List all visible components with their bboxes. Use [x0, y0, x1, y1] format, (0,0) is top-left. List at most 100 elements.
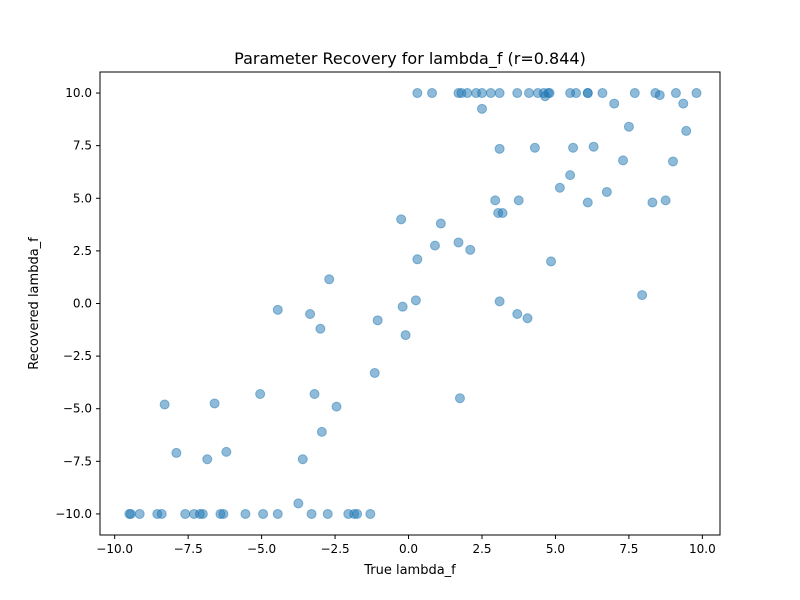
scatter-point: [454, 393, 465, 404]
scatter-point: [546, 256, 557, 267]
x-tick-label: 10.0: [689, 542, 716, 556]
y-axis-label: Recovered lambda_f: [27, 237, 42, 370]
scatter-point: [565, 170, 576, 181]
y-tick-label: 10.0: [65, 86, 92, 100]
scatter-point: [582, 88, 593, 99]
scatter-point: [465, 244, 476, 255]
scatter-point: [134, 508, 145, 519]
scatter-point: [494, 88, 505, 99]
x-tick-label: −7.5: [174, 542, 203, 556]
scatter-point: [476, 88, 487, 99]
scatter-point: [369, 367, 380, 378]
scatter-point: [412, 88, 423, 99]
scatter-point: [125, 508, 136, 519]
scatter-point: [435, 218, 446, 229]
scatter-point: [272, 508, 283, 519]
scatter-point: [637, 290, 648, 301]
y-tick-label: −2.5: [63, 349, 92, 363]
scatter-point: [494, 143, 505, 154]
scatter-point: [554, 182, 565, 193]
y-tick-label: 5.0: [73, 191, 92, 205]
scatter-point: [180, 508, 191, 519]
scatter-point: [647, 197, 658, 208]
scatter-point: [372, 315, 383, 326]
y-tick-label: 7.5: [73, 139, 92, 153]
scatter-point: [352, 508, 363, 519]
scatter-point: [571, 88, 582, 99]
scatter-point: [240, 508, 251, 519]
scatter-point: [305, 309, 316, 320]
scatter-point: [524, 88, 535, 99]
scatter-point: [660, 195, 671, 206]
x-axis-label: True lambda_f: [363, 563, 456, 578]
y-tick-label: −5.0: [63, 402, 92, 416]
scatter-point: [331, 401, 342, 412]
scatter-point: [427, 88, 438, 99]
scatter-point: [529, 142, 540, 153]
scatter-point: [588, 141, 599, 152]
x-tick-label: −2.5: [321, 542, 350, 556]
scatter-point: [601, 186, 612, 197]
scatter-point: [322, 508, 333, 519]
y-tick-label: 0.0: [73, 297, 92, 311]
scatter-point: [221, 446, 232, 457]
scatter-point: [309, 388, 320, 399]
scatter-point: [316, 426, 327, 437]
scatter-point: [512, 309, 523, 320]
scatter-point: [171, 447, 182, 458]
points-layer: [124, 88, 702, 519]
scatter-point: [618, 155, 629, 166]
scatter-point: [315, 323, 326, 334]
scatter-point: [156, 508, 167, 519]
scatter-point: [397, 301, 408, 312]
scatter-point: [306, 508, 317, 519]
scatter-point: [197, 508, 208, 519]
ticks-layer: −10.0 −7.5 −5.0 −2.5 0.0 2.5 5.0 7.5 10.0 −10.0 −7…: [55, 86, 716, 556]
scatter-point: [258, 508, 269, 519]
scatter-point: [568, 142, 579, 153]
scatter-point: [324, 274, 335, 285]
scatter-point: [497, 208, 508, 219]
chart-title: Parameter Recovery for lambda_f (r=0.844…: [234, 49, 586, 69]
scatter-point: [544, 88, 555, 99]
scatter-point: [597, 88, 608, 99]
scatter-point: [218, 508, 229, 519]
scatter-point: [678, 98, 689, 109]
x-tick-label: −10.0: [96, 542, 133, 556]
y-tick-label: −10.0: [55, 507, 92, 521]
x-tick-label: 5.0: [546, 542, 565, 556]
scatter-point: [670, 88, 681, 99]
y-tick-label: −7.5: [63, 454, 92, 468]
scatter-point: [159, 399, 170, 410]
scatter-point: [691, 88, 702, 99]
scatter-point: [609, 98, 620, 109]
scatter-point: [202, 454, 213, 465]
scatter-point: [412, 254, 423, 265]
y-tick-label: 2.5: [73, 244, 92, 258]
scatter-point: [522, 313, 533, 324]
scatter-point: [512, 88, 523, 99]
scatter-point: [462, 88, 473, 99]
scatter-point: [629, 88, 640, 99]
scatter-point: [209, 398, 220, 409]
scatter-point: [485, 88, 496, 99]
scatter-point: [365, 508, 376, 519]
x-tick-label: 7.5: [619, 542, 638, 556]
scatter-point: [272, 304, 283, 315]
scatter-point: [400, 330, 411, 341]
scatter-point: [681, 125, 692, 136]
scatter-point: [582, 197, 593, 208]
scatter-point: [255, 388, 266, 399]
scatter-point: [297, 454, 308, 465]
scatter-point: [293, 498, 304, 509]
scatter-point: [654, 90, 665, 101]
scatter-point: [513, 195, 524, 206]
scatter-point: [396, 214, 407, 225]
scatter-point: [476, 103, 487, 114]
scatter-point: [623, 121, 634, 132]
scatter-point: [494, 296, 505, 307]
scatter-point: [429, 240, 440, 251]
scatter-point: [410, 295, 421, 306]
